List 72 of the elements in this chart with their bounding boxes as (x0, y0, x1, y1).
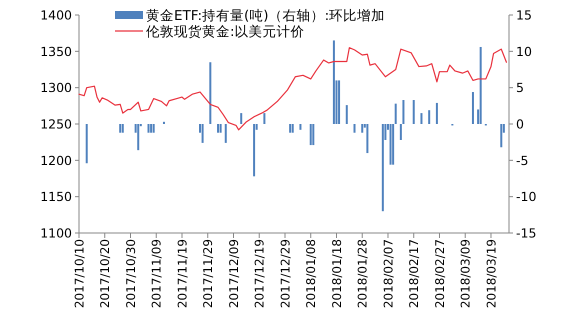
x-tick-label: 2018/03/19 (484, 239, 498, 308)
bar (152, 124, 155, 133)
x-tick-label: 2017/10/20 (98, 239, 112, 308)
x-tick-label: 2017/10/30 (124, 239, 138, 308)
x-tick-label: 2017/11/19 (175, 239, 190, 308)
bar (202, 124, 204, 143)
legend-label: 伦敦现货黄金:以美元计价 (146, 24, 305, 40)
bar (217, 124, 220, 133)
x-tick-label: 2018/02/07 (381, 239, 396, 308)
bar (137, 124, 140, 150)
bar (412, 100, 415, 124)
y-tick-label: 1250 (40, 116, 72, 132)
y2-tick-label: 15 (516, 8, 532, 22)
x-tick-label: 2017/11/09 (150, 239, 164, 308)
bar (299, 124, 302, 130)
bar (366, 124, 368, 154)
x-tick-label: 2017/11/29 (201, 239, 216, 308)
bar (312, 124, 314, 146)
y-tick-label: 1100 (40, 226, 72, 240)
bar (289, 124, 292, 133)
bar (420, 113, 422, 124)
bar (394, 104, 397, 124)
x-tick-label: 2018/02/17 (407, 239, 422, 308)
bar (436, 102, 438, 124)
bar (428, 110, 430, 124)
x-tick-label: 2018/01/18 (330, 239, 344, 308)
y2-tick-label: 5 (516, 80, 524, 96)
bar (361, 124, 364, 133)
x-tick-label: 2017/10/10 (72, 239, 86, 308)
y2-tick-label: 0 (516, 116, 524, 132)
bar (338, 80, 340, 124)
bar (263, 113, 266, 124)
x-tick-label: 2017/12/19 (252, 239, 267, 308)
y2-tick-label: -15 (516, 226, 536, 240)
bar (354, 124, 356, 133)
x-tick-label: 2017/12/09 (226, 239, 241, 308)
legend-label: 黄金ETF:持有量(吨)（右轴）:环比增加 (146, 8, 386, 24)
x-tick-label: 2017/12/29 (278, 239, 292, 308)
y2-tick-label: -10 (516, 189, 536, 204)
bar (500, 124, 502, 148)
y2-tick-label: -5 (516, 152, 528, 168)
bar (332, 40, 335, 124)
bar (148, 124, 150, 133)
bar (472, 92, 474, 124)
bar (480, 46, 482, 124)
bar (86, 124, 88, 164)
bar (209, 62, 212, 124)
x-tick-label: 2018/01/08 (304, 239, 318, 308)
y-tick-label: 1300 (40, 80, 72, 96)
bar (224, 124, 227, 143)
y2-tick-label: 10 (516, 44, 532, 59)
bar (220, 124, 222, 133)
bar (402, 100, 404, 124)
y-tick-label: 1150 (40, 189, 72, 204)
bar (150, 124, 152, 133)
bar (119, 124, 122, 133)
bar (253, 124, 256, 176)
bar (346, 105, 348, 124)
bar (122, 124, 124, 133)
y-tick-label: 1200 (40, 152, 72, 168)
bar (292, 124, 294, 133)
x-tick-label: 2018/03/09 (458, 239, 473, 308)
bar (382, 124, 384, 212)
x-tick-label: 2018/02/27 (432, 239, 447, 308)
bar (310, 124, 312, 146)
bar (392, 124, 394, 165)
y-tick-label: 1400 (40, 8, 72, 22)
bar (400, 124, 402, 140)
bar (390, 124, 392, 165)
bar (240, 113, 242, 124)
y-tick-label: 1350 (40, 44, 72, 59)
x-tick-label: 2018/01/28 (356, 239, 370, 308)
